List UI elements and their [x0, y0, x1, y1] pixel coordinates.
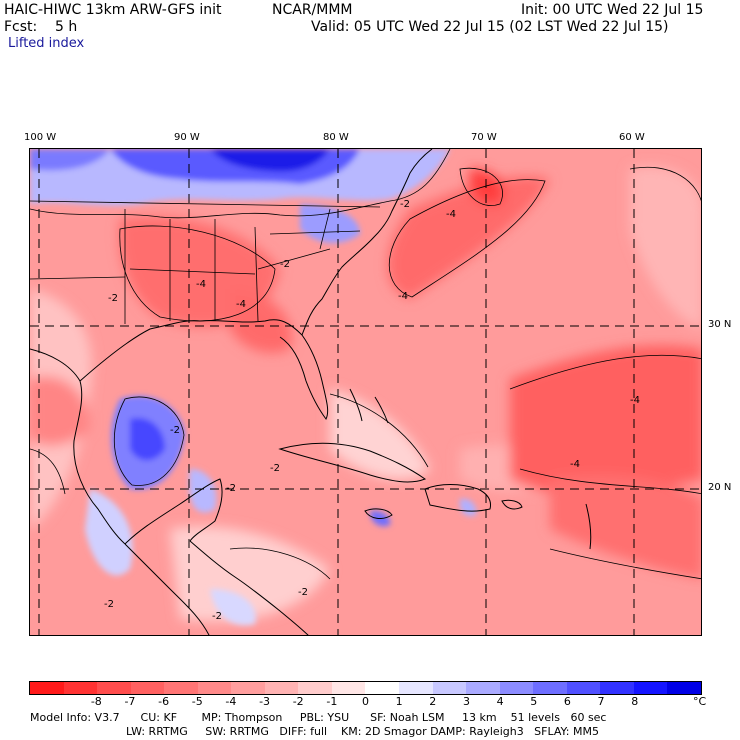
color-scale-cell: [298, 682, 332, 694]
color-scale-tick: 8: [631, 695, 639, 708]
color-scale-cell: [264, 682, 299, 694]
contour-label-group: -2 -4 -2 -4 -2 -4 -2 -4 -2 -4 -2 -2 -4 -…: [104, 199, 640, 622]
color-scale-tick: -7: [124, 695, 136, 708]
lat-lon-grid: [30, 149, 701, 635]
color-scale-cell: [130, 682, 165, 694]
init-time: Init: 00 UTC Wed 22 Jul 15: [521, 2, 704, 18]
color-scale-ticks: -8 -7 -6 -5 -4 -3 -2 -1 0 1 2 3 4 5 6 7 8: [29, 696, 702, 708]
color-scale-tick: -8: [90, 695, 102, 708]
color-scale-cell: [466, 682, 500, 694]
valid-time: Valid: 05 UTC Wed 22 Jul 15 (02 LST Wed …: [311, 19, 669, 35]
color-scale-cell: [499, 682, 534, 694]
color-scale-tick: -1: [326, 695, 338, 708]
lat-label-30n: 30 N: [708, 319, 732, 330]
lon-label-100w: 100 W: [24, 132, 57, 143]
contour-label: -4: [236, 299, 246, 310]
color-scale-tick: 4: [496, 695, 504, 708]
color-scale-tick: -3: [259, 695, 271, 708]
color-scale-cell: [566, 682, 601, 694]
contour-lines: [30, 149, 701, 580]
forecast-hour: Fcst: 5 h: [4, 19, 78, 35]
lon-label-60w: 60 W: [619, 132, 645, 143]
lon-label-80w: 80 W: [323, 132, 349, 143]
color-scale-cell: [164, 682, 198, 694]
contour-label: -2: [104, 599, 114, 610]
color-scale-tick: 1: [395, 695, 403, 708]
contour-label: -4: [398, 291, 408, 302]
model-title: HAIC-HIWC 13km ARW-GFS init: [4, 2, 222, 18]
unit-label: °C: [693, 695, 707, 708]
contour-label: -2: [400, 199, 410, 210]
color-scale-cell: [197, 682, 232, 694]
contour-label: -4: [446, 209, 456, 220]
contour-label: -2: [280, 259, 290, 270]
color-scale-cell: [533, 682, 567, 694]
color-scale-tick: 5: [530, 695, 538, 708]
contour-label: -2: [226, 483, 236, 494]
lifted-index-map: -2 -4 -2 -4 -2 -4 -2 -4 -2 -4 -2 -2 -4 -…: [29, 148, 702, 636]
map-canvas: -2 -4 -2 -4 -2 -4 -2 -4 -2 -4 -2 -2 -4 -…: [30, 149, 701, 635]
coastlines: [30, 149, 592, 635]
color-scale-cell: [667, 682, 701, 694]
color-scale-cell: [331, 682, 366, 694]
lon-label-70w: 70 W: [471, 132, 497, 143]
contour-label: -2: [270, 463, 280, 474]
color-scale-tick: -4: [225, 695, 237, 708]
contour-label: -2: [170, 425, 180, 436]
color-scale-cell: [63, 682, 98, 694]
color-scale-cell: [432, 682, 467, 694]
contour-label: -2: [108, 293, 118, 304]
field-shading: [30, 166, 701, 622]
lon-label-90w: 90 W: [174, 132, 200, 143]
color-scale-tick: -5: [191, 695, 203, 708]
color-scale-cell: [365, 682, 400, 694]
color-scale-tick: 0: [362, 695, 369, 708]
contour-label: -4: [570, 459, 580, 470]
color-scale-tick: 7: [597, 695, 605, 708]
color-scale-cell: [600, 682, 634, 694]
color-scale-cell: [633, 682, 668, 694]
field-name: Lifted index: [8, 36, 85, 51]
contour-label: -2: [212, 611, 222, 622]
color-scale-cell: [97, 682, 131, 694]
lat-label-20n: 20 N: [708, 482, 732, 493]
color-scale-bar: [29, 681, 702, 695]
color-scale-cell: [231, 682, 265, 694]
model-info-line-2: LW: RRTMG SW: RRTMG DIFF: full KM: 2D Sm…: [126, 725, 599, 738]
stable-region-shading: [30, 149, 477, 626]
model-info-line-1: Model Info: V3.7 CU: KF MP: Thompson PBL…: [30, 711, 607, 724]
color-scale-tick: 2: [429, 695, 437, 708]
color-scale-tick: -2: [292, 695, 304, 708]
contour-label: -4: [196, 279, 206, 290]
color-scale-cell: [30, 682, 64, 694]
contour-label: -2: [298, 587, 308, 598]
contour-label: -4: [630, 395, 640, 406]
color-scale-tick: -6: [158, 695, 170, 708]
color-scale-tick: 6: [563, 695, 571, 708]
organization-label: NCAR/MMM: [272, 2, 353, 18]
color-scale-tick: 3: [462, 695, 470, 708]
color-scale-cell: [399, 682, 433, 694]
